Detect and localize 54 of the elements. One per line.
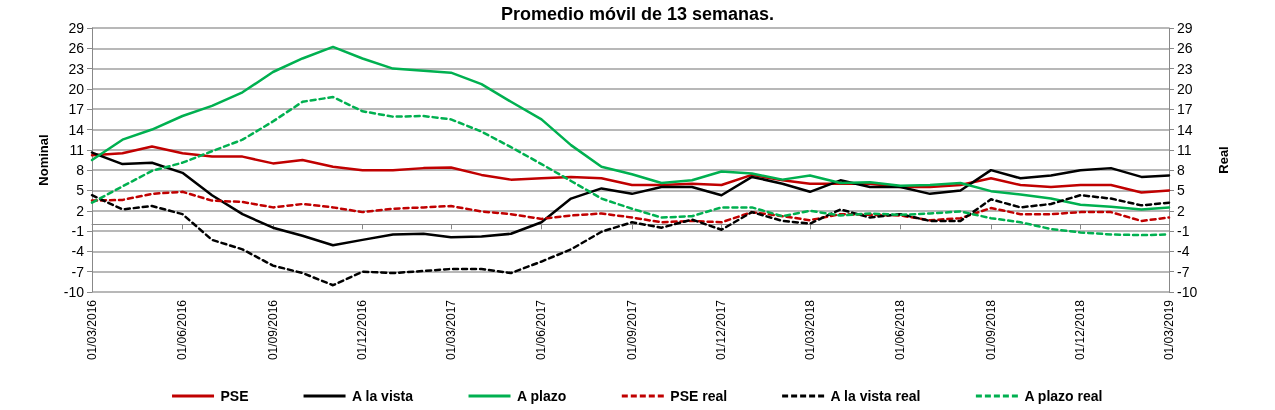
y-tick-label: -10 — [63, 284, 85, 300]
y-tick-label: -1 — [71, 223, 85, 240]
y2-tick-label: 29 — [1177, 20, 1193, 36]
y-tick-label: 23 — [68, 60, 85, 77]
x-tick-label: 01/12/2017 — [714, 299, 729, 361]
y-tick-label: 8 — [76, 162, 85, 179]
x-tick-label: 01/12/2018 — [1073, 299, 1088, 361]
y-tick-label: 14 — [68, 121, 85, 138]
y2-tick-label: 14 — [1177, 121, 1193, 138]
y2-tick-label: 8 — [1177, 162, 1185, 179]
x-tick-label: 01/09/2017 — [624, 299, 639, 361]
y2-tick-label: -7 — [1177, 263, 1190, 280]
y2-tick-label: 2 — [1177, 202, 1185, 219]
y-tick-label: 17 — [68, 101, 85, 118]
x-tick-label: 01/03/2019 — [1162, 299, 1176, 361]
legend-label: A plazo — [517, 388, 567, 404]
y2-tick-label: 23 — [1177, 60, 1193, 77]
y2-tick-label: 26 — [1177, 40, 1193, 57]
y2-tick-label: 11 — [1177, 141, 1192, 158]
y2-tick-label: 5 — [1177, 182, 1185, 199]
x-tick-label: 01/06/2017 — [534, 299, 549, 361]
y2-tick-label: -10 — [1177, 284, 1198, 300]
y-tick-label: 5 — [76, 182, 85, 199]
y-axis-title: Nominal — [36, 134, 51, 186]
line-series — [90, 45, 1171, 211]
legend-label: A la vista real — [830, 388, 921, 404]
x-tick-label: 01/06/2018 — [893, 299, 908, 361]
x-tick-label: 01/09/2018 — [983, 299, 998, 361]
y-tick-label: 11 — [69, 141, 85, 158]
y2-tick-label: 20 — [1177, 80, 1193, 97]
x-tick-label: 01/03/2018 — [803, 299, 817, 361]
legend-label: A plazo real — [1024, 388, 1103, 404]
x-tick-label: 01/12/2016 — [355, 299, 370, 361]
x-tick-label: 01/03/2016 — [85, 299, 99, 361]
x-tick-label: 01/06/2016 — [175, 299, 190, 361]
legend-label: A la vista — [352, 388, 414, 404]
y2-tick-label: -1 — [1177, 223, 1190, 240]
y2-tick-label: 17 — [1177, 101, 1193, 118]
chart-title: Promedio móvil de 13 semanas. — [500, 4, 775, 24]
x-tick-label: 01/09/2016 — [265, 299, 280, 361]
line-series — [90, 151, 1171, 247]
legend-label: PSE real — [670, 388, 728, 404]
x-tick-label: 01/03/2017 — [444, 299, 458, 361]
y-tick-label: -4 — [71, 243, 85, 260]
y2-axis-title: Real — [1216, 146, 1231, 174]
y-tick-label: 2 — [76, 202, 85, 219]
line-series — [90, 193, 1171, 287]
legend-label: PSE — [220, 388, 249, 404]
y-tick-label: 26 — [68, 40, 85, 57]
y-tick-label: 20 — [68, 80, 85, 97]
y-tick-label: -7 — [71, 263, 85, 280]
y-tick-label: 29 — [68, 20, 85, 36]
line-series — [90, 190, 1171, 224]
y2-tick-label: -4 — [1177, 243, 1190, 260]
